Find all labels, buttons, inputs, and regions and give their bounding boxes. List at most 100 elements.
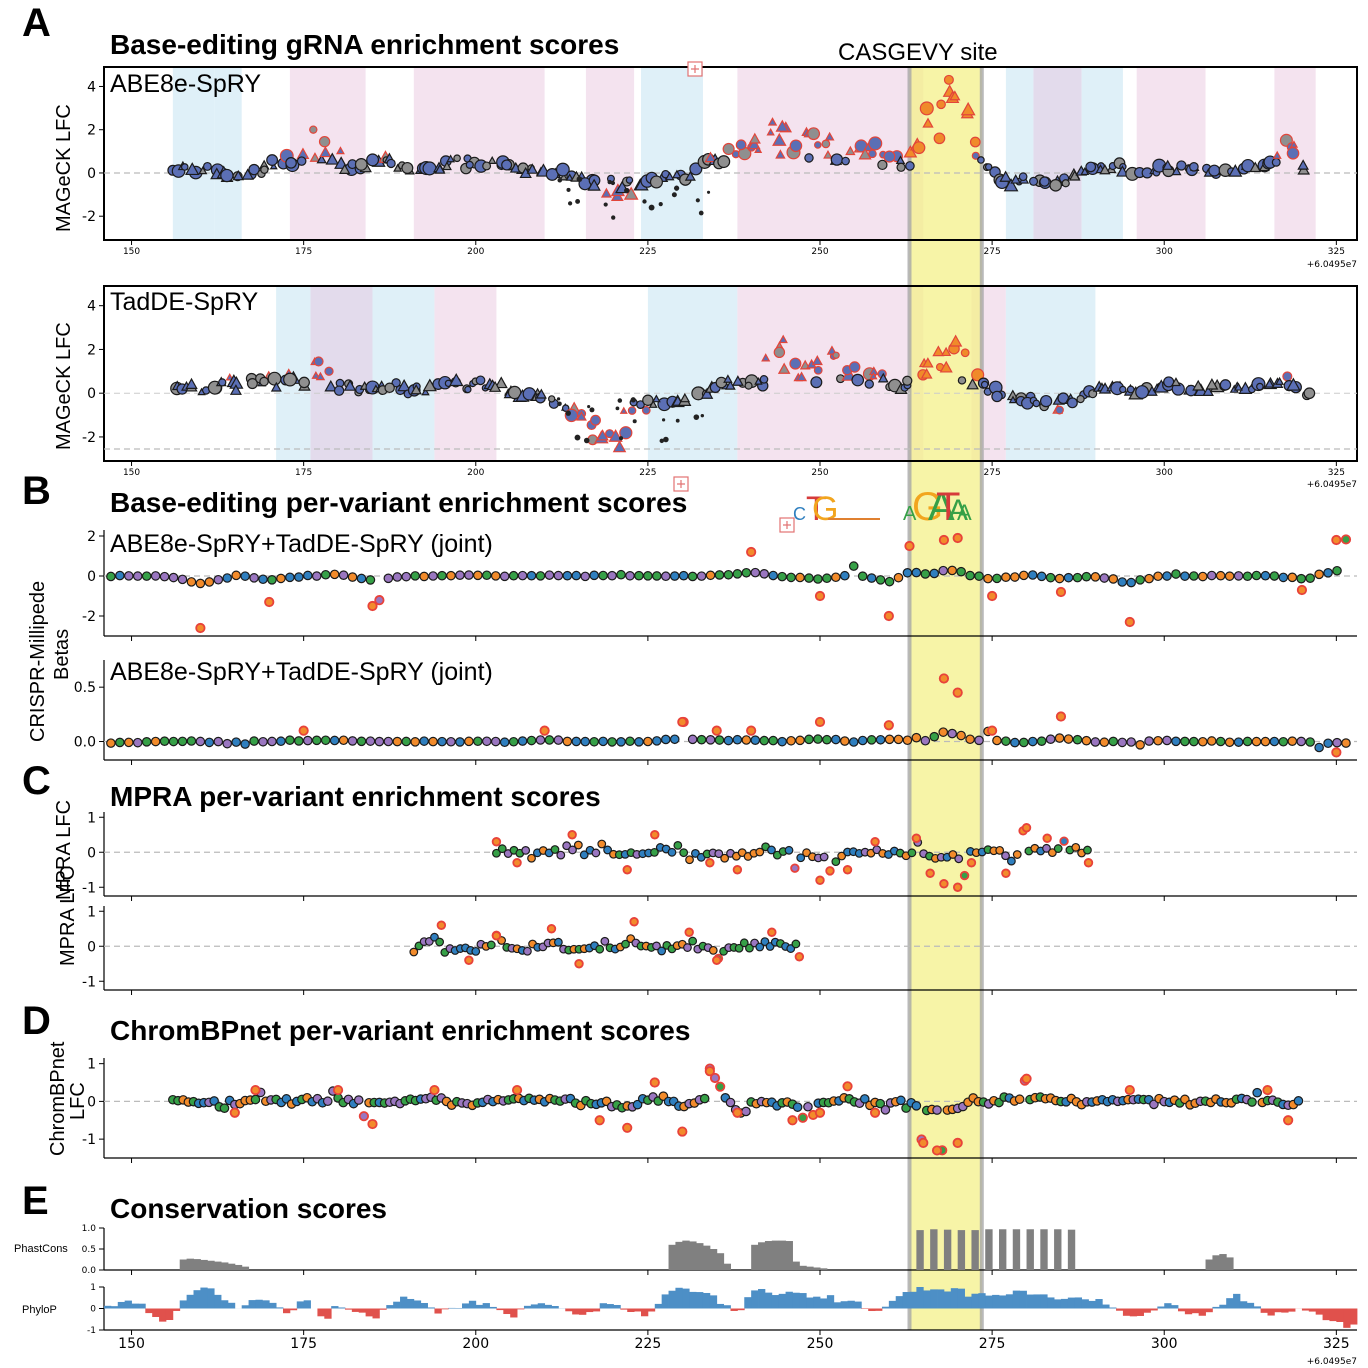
variant-point	[556, 850, 566, 860]
variant-point	[741, 735, 752, 745]
variant-point	[132, 571, 143, 581]
variant-point	[732, 1107, 743, 1118]
region-shade	[214, 67, 242, 240]
phylop-bar	[468, 1300, 477, 1309]
variant-point	[616, 737, 626, 747]
variant-point	[347, 572, 358, 582]
guide-point	[1272, 150, 1282, 159]
guide-point	[922, 117, 934, 128]
guide-point	[298, 376, 310, 389]
variant-point	[1197, 571, 1208, 582]
variant-point	[723, 735, 734, 746]
variant-point	[168, 736, 179, 747]
variant-point	[1063, 734, 1074, 744]
guide-point	[722, 142, 735, 156]
guide-point	[883, 150, 896, 163]
y-tick-label: 0	[87, 939, 96, 955]
x-tick-label: 200	[467, 468, 484, 478]
variant-point	[1126, 737, 1136, 747]
variant-point	[302, 570, 313, 581]
variant-point	[1296, 736, 1307, 747]
y-tick-label: 4	[87, 299, 96, 315]
guide-point	[761, 353, 771, 362]
phylop-bar	[427, 1307, 435, 1309]
phylop-bar	[744, 1297, 752, 1309]
region-shade	[372, 286, 435, 461]
guide-point	[922, 357, 934, 368]
variant-point	[911, 1101, 922, 1111]
variant-point	[987, 725, 998, 736]
guide-point	[441, 161, 452, 171]
phylop-bar	[379, 1308, 387, 1310]
variant-point	[952, 1137, 963, 1149]
phylop-bar	[1301, 1308, 1310, 1311]
x-tick-label: 275	[979, 1336, 1006, 1352]
region-shade	[413, 67, 545, 240]
phylop-bar	[1060, 1298, 1069, 1309]
phylop-bar	[179, 1300, 188, 1309]
variant-point	[1260, 736, 1271, 747]
phylop-bar	[1198, 1308, 1206, 1316]
guide-point	[198, 166, 208, 175]
variant-point	[159, 736, 170, 747]
guide-point	[559, 172, 569, 181]
phastcons-bar	[751, 1244, 759, 1270]
variant-point	[1108, 574, 1119, 584]
phylop-bar	[1005, 1294, 1014, 1309]
variant-point	[709, 1072, 721, 1084]
variant-point	[276, 736, 286, 747]
variant-point	[132, 737, 143, 748]
variant-point	[473, 570, 483, 581]
variant-point	[797, 1112, 808, 1123]
y-tick-label: 0.5	[74, 680, 96, 696]
variant-point	[859, 1094, 870, 1104]
guide-point	[535, 388, 547, 399]
variant-point	[1180, 571, 1190, 581]
guide-point	[1256, 382, 1264, 391]
guide-point-small	[575, 199, 581, 204]
phylop-bar	[978, 1293, 986, 1309]
variant-point	[732, 569, 743, 579]
phylop-bar	[221, 1300, 229, 1309]
variant-point	[486, 940, 496, 950]
guide-point	[225, 373, 234, 381]
guide-point	[832, 351, 840, 359]
variant-point	[607, 570, 617, 581]
phylop-bar	[255, 1299, 263, 1309]
phastcons-bar	[234, 1264, 243, 1270]
phylop-bar	[1088, 1300, 1096, 1309]
panel-letter-b: B	[22, 469, 51, 513]
variant-point	[141, 737, 152, 747]
guide-point	[966, 377, 979, 390]
guide-point	[651, 394, 661, 403]
variant-point	[741, 567, 752, 578]
variant-point	[622, 865, 632, 875]
phastcons-bar	[689, 1241, 697, 1270]
variant-point	[598, 570, 608, 581]
phylop-bar	[854, 1301, 862, 1309]
panel-letter-e: E	[22, 1179, 49, 1223]
variant-point	[992, 735, 1002, 746]
y-tick-label: 0	[87, 569, 96, 585]
variant-point	[571, 736, 582, 747]
variant-point	[123, 571, 134, 581]
variant-point	[956, 730, 966, 741]
phylop-bar	[276, 1307, 284, 1309]
variant-point	[684, 927, 694, 937]
y-tick-label: 1	[90, 1283, 96, 1293]
guide-point-small	[642, 199, 647, 204]
y-tick-label: 4	[87, 79, 96, 95]
guide-point	[1049, 179, 1062, 192]
phylop-bar	[806, 1297, 814, 1309]
guide-point-small	[698, 210, 704, 216]
variant-point	[893, 572, 904, 583]
variant-point	[437, 570, 447, 581]
variant-point	[1053, 844, 1063, 853]
variant-point	[213, 736, 224, 747]
variant-point	[819, 852, 829, 862]
phastcons-bar	[771, 1240, 780, 1270]
variant-point	[839, 736, 850, 746]
guide-point	[315, 371, 326, 381]
guide-point	[1303, 387, 1316, 400]
variant-point	[285, 735, 295, 745]
